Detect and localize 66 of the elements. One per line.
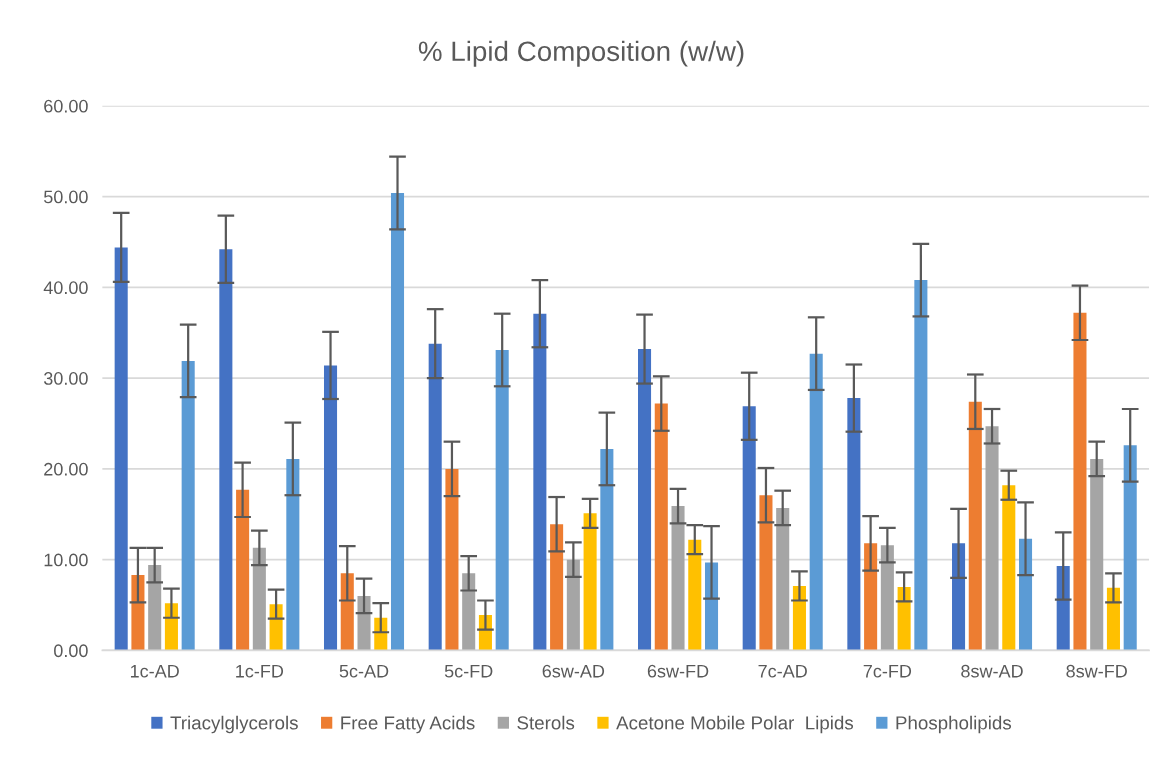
bar	[236, 489, 250, 651]
bar	[688, 539, 702, 651]
x-tick-label: 6sw-AD	[542, 664, 605, 678]
bar	[550, 524, 564, 651]
bar	[1073, 312, 1087, 651]
bar	[968, 401, 982, 651]
legend-label: Phospholipids	[896, 715, 1012, 734]
bar	[847, 398, 861, 651]
bar	[286, 458, 300, 651]
x-tick-label: 1c-AD	[130, 664, 179, 678]
bar	[583, 513, 597, 651]
y-tick-label: 30.00	[43, 372, 88, 385]
bar	[445, 468, 459, 651]
bar	[357, 595, 371, 651]
bar	[864, 543, 878, 651]
bar	[131, 575, 145, 651]
bar	[776, 507, 790, 651]
bar	[742, 406, 756, 651]
bar	[340, 573, 354, 651]
bar	[1090, 458, 1104, 651]
chart-title: % Lipid Composition (w/w)	[418, 40, 744, 67]
bar	[809, 353, 823, 651]
bar	[654, 403, 668, 651]
bar	[880, 545, 894, 651]
bar	[323, 365, 338, 651]
x-tick-label: 5c-FD	[444, 664, 493, 678]
x-tick-label: 8sw-FD	[1066, 664, 1127, 678]
legend-label: Free Fatty Acids	[341, 715, 475, 734]
x-tick-label: 8sw-AD	[961, 664, 1023, 678]
y-tick-label: 10.00	[44, 553, 88, 567]
bar	[148, 565, 162, 651]
bar	[1002, 485, 1016, 651]
x-tick-label: 7c-AD	[758, 664, 807, 678]
bar	[566, 559, 580, 651]
y-tick-label: 50.00	[44, 190, 88, 204]
legend-label: Acetone Mobile Polar Lipids	[616, 715, 854, 734]
y-tick-label: 60.00	[44, 99, 88, 113]
y-tick-label: 0.00	[54, 644, 88, 658]
bar	[269, 604, 283, 651]
bar	[252, 547, 266, 651]
y-tick-label: 40.00	[43, 281, 88, 295]
bar	[671, 506, 685, 651]
bar	[181, 360, 195, 651]
x-tick-label: 6sw-FD	[647, 664, 709, 678]
bar	[114, 247, 128, 651]
bar	[985, 426, 999, 651]
legend-label: Triacylglycerols	[170, 715, 298, 734]
bar	[952, 543, 966, 651]
x-tick-label: 5c-AD	[339, 664, 389, 678]
bar	[462, 573, 476, 651]
bar	[638, 349, 652, 651]
x-tick-label: 7c-FD	[863, 664, 912, 678]
bar	[533, 313, 547, 651]
y-tick-label: 20.00	[44, 462, 88, 476]
bar	[914, 280, 928, 651]
bar	[1123, 445, 1137, 651]
bar	[428, 343, 442, 651]
bar	[759, 495, 773, 651]
bar	[390, 192, 405, 651]
bar	[600, 448, 614, 651]
x-tick-label: 1c-FD	[236, 664, 284, 678]
bar	[495, 349, 509, 651]
legend-label: Sterols	[517, 715, 575, 730]
bar	[1019, 538, 1033, 651]
bar	[897, 586, 911, 651]
bar	[219, 249, 233, 651]
